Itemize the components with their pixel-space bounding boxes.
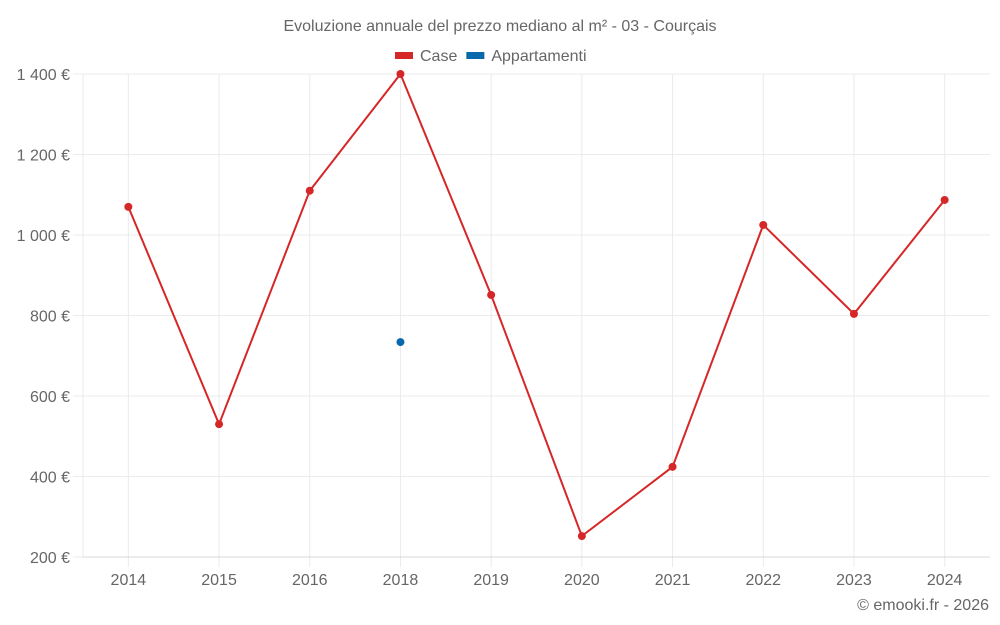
data-point[interactable] xyxy=(396,338,405,347)
legend-item-appartamenti[interactable]: Appartamenti xyxy=(466,48,587,65)
x-tick-label: 2018 xyxy=(383,572,419,589)
data-point[interactable] xyxy=(396,70,405,78)
y-axis-labels: 200 € 400 € 600 € 800 € 1 000 € 1 200 € 1 400 … xyxy=(17,67,70,567)
series-appartamenti xyxy=(396,338,405,347)
x-tick-label: 2021 xyxy=(655,572,691,589)
y-tick-label: 1 400 € xyxy=(17,67,70,84)
data-point[interactable] xyxy=(759,220,768,229)
x-tick-label: 2020 xyxy=(564,572,600,589)
x-tick-label: 2014 xyxy=(111,572,147,589)
x-tick-label: 2022 xyxy=(745,572,781,589)
y-tick-label: 1 200 € xyxy=(17,148,70,165)
data-point[interactable] xyxy=(849,309,858,318)
data-point[interactable] xyxy=(577,532,586,541)
legend-label: Case xyxy=(420,48,457,65)
y-gridlines xyxy=(73,73,990,558)
x-tick-label: 2019 xyxy=(473,572,509,589)
data-point[interactable] xyxy=(487,290,496,299)
series-case xyxy=(124,70,949,541)
chart-title: Evoluzione annuale del prezzo mediano al… xyxy=(283,18,716,35)
data-point[interactable] xyxy=(215,420,224,429)
legend-swatch-icon xyxy=(466,52,485,59)
y-tick-label: 400 € xyxy=(30,470,70,487)
data-point[interactable] xyxy=(124,202,133,211)
data-point[interactable] xyxy=(305,186,314,195)
y-tick-label: 1 000 € xyxy=(17,228,70,245)
x-tick-label: 2016 xyxy=(292,572,328,589)
series-line xyxy=(127,72,946,538)
x-tick-label: 2024 xyxy=(927,572,963,589)
y-tick-label: 600 € xyxy=(30,389,70,406)
data-point[interactable] xyxy=(940,195,949,204)
legend-label: Appartamenti xyxy=(491,48,586,65)
legend: Case Appartamenti xyxy=(395,48,587,65)
series-layer xyxy=(124,70,949,541)
legend-item-case[interactable]: Case xyxy=(395,48,457,65)
x-tick-label: 2023 xyxy=(836,572,872,589)
credit-text: © emooki.fr - 2026 xyxy=(857,597,989,614)
legend-swatch-icon xyxy=(395,52,413,59)
y-tick-label: 800 € xyxy=(30,309,70,326)
x-axis-labels: 2014 2015 2016 2018 2019 2020 2021 2022 2023 2024 xyxy=(111,572,963,589)
x-gridlines xyxy=(82,74,946,567)
y-tick-label: 200 € xyxy=(30,550,70,567)
x-tick-label: 2015 xyxy=(201,572,237,589)
data-point[interactable] xyxy=(668,462,677,471)
